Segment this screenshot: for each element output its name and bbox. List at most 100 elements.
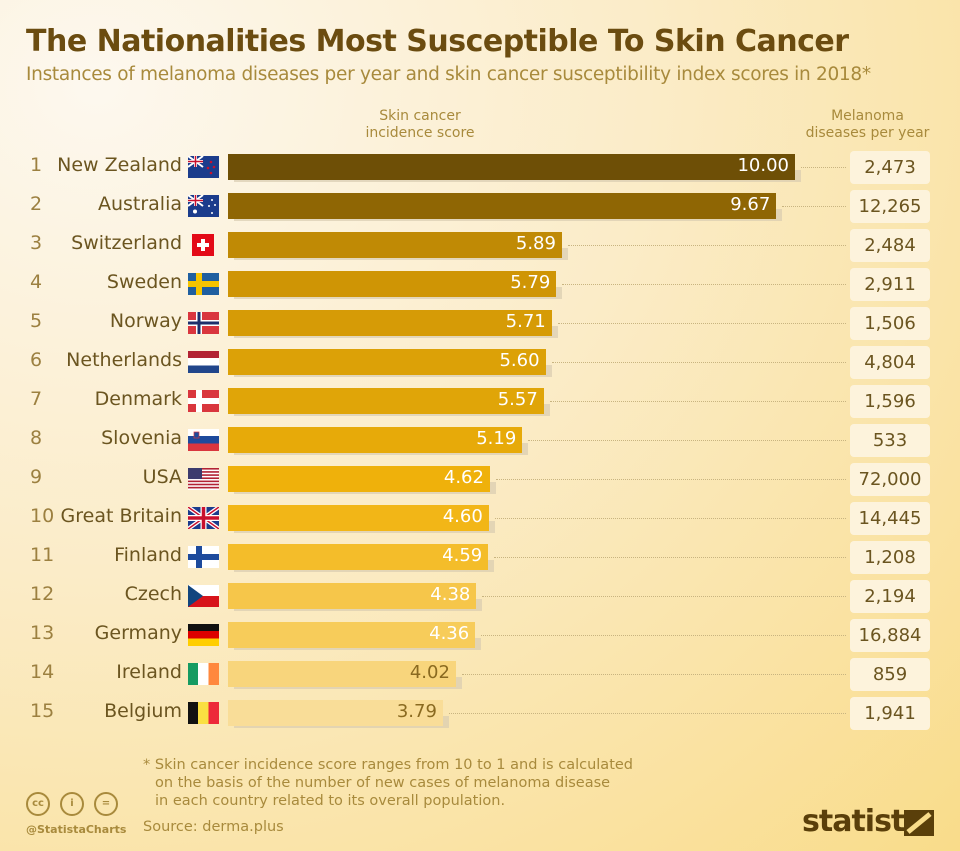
melanoma-cases: 2,484: [850, 229, 930, 262]
melanoma-cases: 2,911: [850, 268, 930, 301]
statista-logo-icon: [904, 810, 934, 836]
rank: 4: [30, 271, 43, 293]
country-name: Finland: [114, 544, 182, 566]
melanoma-cases: 2,194: [850, 580, 930, 613]
score-label: 4.62: [443, 467, 484, 488]
melanoma-cases: 1,208: [850, 541, 930, 574]
country-name: Ireland: [116, 661, 182, 683]
score-label: 4.36: [429, 623, 470, 644]
flag-ie-icon: [188, 663, 219, 685]
score-label: 5.19: [476, 428, 517, 449]
table-row: 9 USA 4.62 72,000: [0, 460, 960, 499]
flag-nl-icon: [188, 351, 219, 373]
flag-au-icon: [187, 194, 219, 217]
melanoma-cases: 1,596: [850, 385, 930, 418]
flag-gb-icon: [186, 505, 221, 531]
country-name: Slovenia: [101, 427, 182, 449]
score-bar: [228, 310, 552, 336]
melanoma-cases: 1,506: [850, 307, 930, 340]
melanoma-cases: 72,000: [850, 463, 930, 496]
rank: 1: [30, 154, 43, 176]
score-bar: [228, 154, 795, 180]
score-label: 4.02: [409, 662, 450, 683]
flag-ch-icon: [188, 234, 219, 256]
table-row: 11 Finland 4.59 1,208: [0, 538, 960, 577]
rank: 3: [30, 232, 43, 254]
leader-line: [562, 284, 846, 285]
cc-icon: cc: [26, 792, 50, 816]
score-label: 5.57: [497, 389, 538, 410]
score-bar: [228, 583, 477, 609]
leader-line: [801, 167, 846, 168]
score-bar: [228, 349, 546, 375]
country-name: Switzerland: [71, 232, 182, 254]
table-row: 6 Netherlands 5.60 4,804: [0, 343, 960, 382]
score-label: 4.38: [430, 584, 471, 605]
table-row: 13 Germany 4.36 16,884: [0, 616, 960, 655]
score-bar: [228, 661, 456, 687]
rank: 10: [30, 505, 55, 527]
country-name: Germany: [94, 622, 182, 644]
flag-fi-icon: [188, 546, 219, 568]
score-label: 5.79: [510, 272, 551, 293]
score-label: 5.71: [505, 311, 546, 332]
rank: 7: [30, 388, 43, 410]
table-row: 8 Slovenia 5.19 533: [0, 421, 960, 460]
country-name: Czech: [124, 583, 182, 605]
rank: 5: [30, 310, 43, 332]
flag-de-icon: [188, 624, 219, 646]
rank: 13: [30, 622, 55, 644]
rank: 8: [30, 427, 43, 449]
leader-line: [482, 596, 846, 597]
country-name: Belgium: [104, 700, 182, 722]
score-bar: [228, 466, 490, 492]
leader-line: [494, 557, 846, 558]
country-name: Denmark: [94, 388, 182, 410]
chart-title: The Nationalities Most Susceptible To Sk…: [26, 24, 849, 59]
table-row: 4 Sweden 5.79 2,911: [0, 265, 960, 304]
flag-no-icon: [188, 312, 219, 334]
flag-se-icon: [188, 273, 219, 295]
flag-dk-icon: [188, 390, 219, 412]
score-label: 10.00: [737, 155, 789, 176]
no-derivatives-icon: =: [94, 792, 118, 816]
rank: 9: [30, 466, 43, 488]
score-bar: [228, 427, 523, 453]
cases-column-header: Melanoma diseases per year: [805, 108, 930, 141]
score-bar: [228, 271, 557, 297]
table-row: 1 New Zealand 10.00 2,473: [0, 148, 960, 187]
leader-line: [495, 479, 846, 480]
leader-line: [481, 635, 846, 636]
table-row: 15 Belgium 3.79 1,941: [0, 694, 960, 733]
country-name: Netherlands: [66, 349, 182, 371]
country-name: Norway: [109, 310, 182, 332]
score-label: 4.59: [442, 545, 483, 566]
source: Source: derma.plus: [143, 819, 284, 835]
table-row: 3 Switzerland 5.89 2,484: [0, 226, 960, 265]
country-name: Sweden: [106, 271, 182, 293]
score-label: 9.67: [730, 194, 771, 215]
twitter-handle: @StatistaCharts: [26, 823, 127, 836]
score-bar: [228, 388, 544, 414]
melanoma-cases: 4,804: [850, 346, 930, 379]
score-label: 5.89: [515, 233, 556, 254]
leader-line: [494, 518, 846, 519]
score-label: 5.60: [499, 350, 540, 371]
flag-us-icon: [188, 468, 219, 490]
table-row: 14 Ireland 4.02 859: [0, 655, 960, 694]
melanoma-cases: 533: [850, 424, 930, 457]
attribution-icon: i: [60, 792, 84, 816]
score-bar: [228, 505, 489, 531]
table-row: 2 Australia 9.67 12,265: [0, 187, 960, 226]
leader-line: [782, 206, 846, 207]
flag-nz-icon: [187, 155, 219, 178]
country-name: USA: [142, 466, 182, 488]
rank: 11: [30, 544, 55, 566]
leader-line: [528, 440, 846, 441]
score-bar: [228, 622, 476, 648]
melanoma-cases: 2,473: [850, 151, 930, 184]
score-column-header: Skin cancer incidence score: [365, 108, 475, 141]
chart-subtitle: Instances of melanoma diseases per year …: [26, 64, 871, 85]
melanoma-cases: 12,265: [850, 190, 930, 223]
score-label: 4.60: [442, 506, 483, 527]
